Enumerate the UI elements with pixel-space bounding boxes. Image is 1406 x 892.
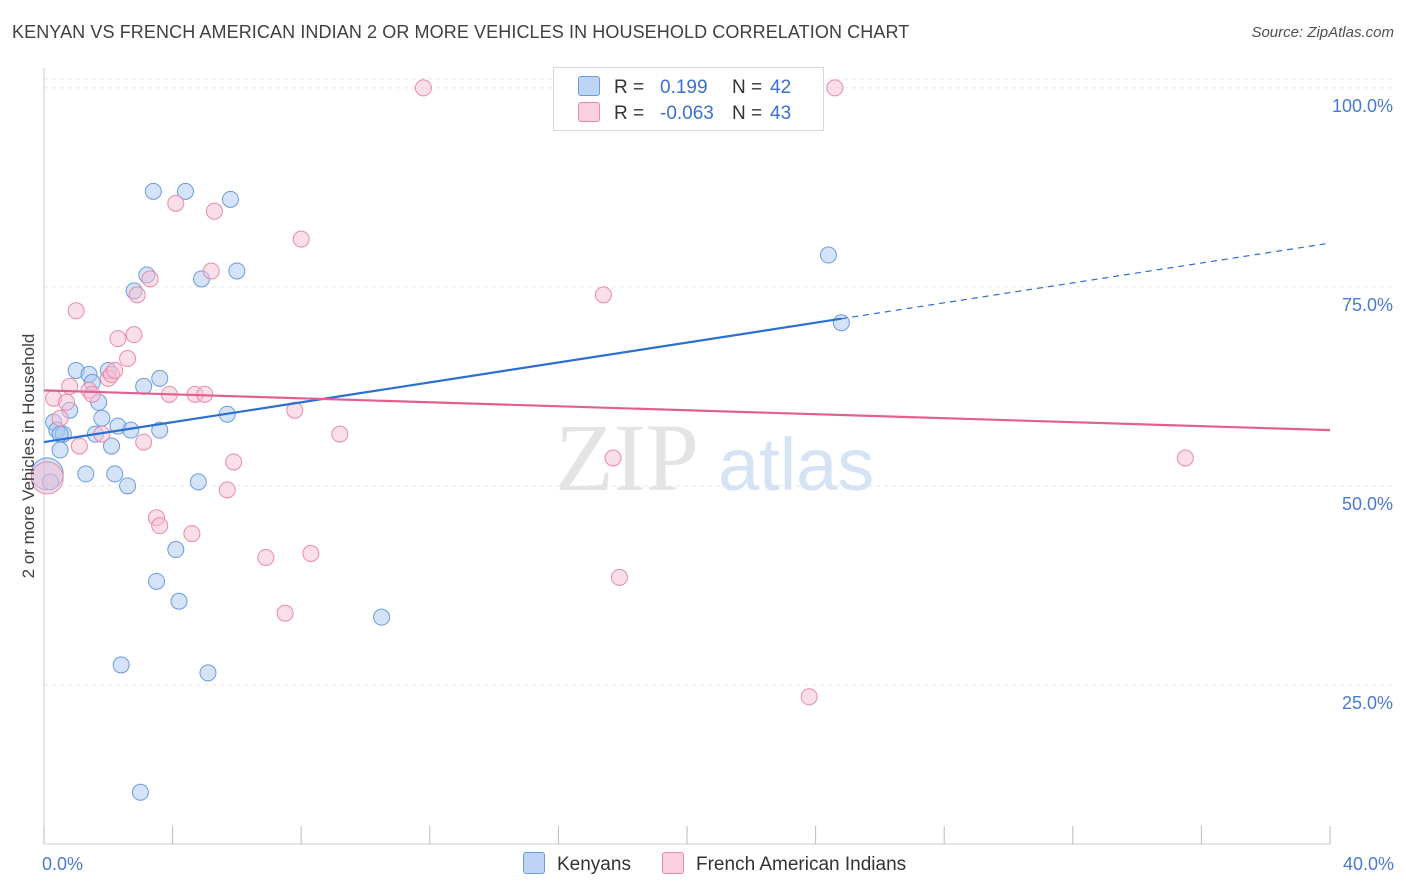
french-american-indian-point	[1176, 449, 1194, 467]
french-american-indian-point	[51, 409, 69, 427]
french-american-indian-point	[826, 79, 844, 97]
french-american-indian-point	[276, 604, 294, 622]
french-american-indian-point	[109, 330, 127, 348]
french-american-indians-trend-line	[43, 389, 1331, 432]
watermark-zip: ZIP	[555, 404, 699, 511]
watermark-atlas: atlas	[718, 423, 874, 506]
kenyan-point	[151, 421, 169, 439]
bottom-legend-french-american-indians: French American Indians	[662, 852, 906, 876]
axes: 25.0% 50.0% 75.0% 100.0% 0.0% 40.0%	[42, 68, 1394, 874]
french-american-indian-point	[414, 79, 432, 97]
y-tick-label: 25.0%	[1342, 693, 1393, 713]
kenyan-point	[103, 437, 121, 455]
kenyans-trend-extension	[841, 242, 1331, 320]
kenyan-point	[93, 409, 111, 427]
legend-row-kenyans: R = 0.199 N = 42	[578, 76, 791, 102]
french-american-indian-point	[594, 286, 612, 304]
french-american-indians-swatch	[578, 102, 600, 122]
french-american-indian-point	[800, 688, 818, 706]
kenyan-point	[832, 314, 850, 332]
french-american-indian-point	[119, 350, 137, 368]
french-american-indian-point	[183, 525, 201, 543]
trend-lines	[43, 242, 1331, 444]
legend-n-label: N =	[732, 103, 763, 124]
legend-n-label: N =	[732, 77, 763, 98]
kenyan-point	[148, 572, 166, 590]
french-american-indian-point	[302, 545, 320, 563]
french-american-indian-point	[67, 302, 85, 320]
kenyan-point	[112, 656, 130, 674]
kenyans-trend-line	[43, 317, 842, 444]
x-tick-label: 40.0%	[1343, 854, 1394, 874]
legend-row-french-american-indians: R = -0.063 N = 43	[578, 102, 791, 128]
french-american-indian-point	[225, 453, 243, 471]
x-tick-label: 0.0%	[42, 854, 83, 874]
y-tick-label: 50.0%	[1342, 494, 1393, 514]
kenyan-point	[144, 182, 162, 200]
kenyan-point	[167, 541, 185, 559]
kenyan-point	[189, 473, 207, 491]
legend-n-value: 42	[770, 77, 792, 98]
french-american-indian-point	[167, 194, 185, 212]
legend-r-label: R =	[614, 103, 645, 124]
legend-n-value: 43	[770, 103, 792, 124]
french-american-indian-point	[610, 568, 628, 586]
gridlines	[44, 78, 1392, 686]
kenyan-point	[135, 377, 153, 395]
kenyans-legend-swatch	[523, 852, 545, 874]
french-american-indian-point	[292, 230, 310, 248]
chart-title: KENYAN VS FRENCH AMERICAN INDIAN 2 OR MO…	[12, 22, 910, 42]
source-label: Source: ZipAtlas.com	[1251, 24, 1394, 41]
kenyans-legend-label: Kenyans	[557, 854, 631, 875]
french-american-indian-point	[604, 449, 622, 467]
data-points	[30, 79, 1194, 801]
french-american-indian-point	[151, 517, 169, 535]
kenyans-swatch	[578, 76, 600, 96]
legend-r-value: -0.063	[660, 103, 714, 124]
kenyan-point	[228, 262, 246, 280]
french-american-indian-point	[106, 361, 124, 379]
french-american-indian-point	[58, 393, 76, 411]
y-tick-label: 100.0%	[1332, 96, 1393, 116]
french-american-indian-point	[218, 481, 236, 499]
french-american-indian-point	[141, 270, 159, 288]
kenyan-point	[151, 369, 169, 387]
y-tick-label: 75.0%	[1342, 295, 1393, 315]
kenyan-point	[199, 664, 217, 682]
kenyan-point	[106, 465, 124, 483]
legend-r-value: 0.199	[660, 77, 708, 98]
kenyan-point	[131, 783, 149, 801]
french-american-indian-point	[331, 425, 349, 443]
french-american-indian-point	[202, 262, 220, 280]
kenyan-point	[119, 477, 137, 495]
french-american-indian-point	[257, 548, 275, 566]
kenyan-point	[170, 592, 188, 610]
french-american-indian-point	[128, 286, 146, 304]
bottom-legend-kenyans: Kenyans	[523, 852, 631, 876]
kenyan-point	[373, 608, 391, 626]
kenyan-point	[819, 246, 837, 264]
french-american-indian-point	[30, 461, 64, 495]
french-american-indian-point	[205, 202, 223, 220]
kenyan-point	[77, 465, 95, 483]
legend-r-label: R =	[614, 77, 645, 98]
french-american-indian-point	[70, 437, 88, 455]
kenyan-point	[176, 182, 194, 200]
y-axis-label: 2 or more Vehicles in Household	[19, 334, 38, 579]
correlation-legend: R = 0.199 N = 42 R = -0.063 N = 43	[553, 67, 824, 131]
french-american-indian-point	[135, 433, 153, 451]
kenyan-point	[221, 190, 239, 208]
kenyan-point	[51, 441, 69, 459]
french-american-indians-legend-swatch	[662, 852, 684, 874]
french-american-indians-legend-label: French American Indians	[696, 854, 907, 875]
french-american-indian-point	[125, 326, 143, 344]
french-american-indian-point	[83, 385, 101, 403]
